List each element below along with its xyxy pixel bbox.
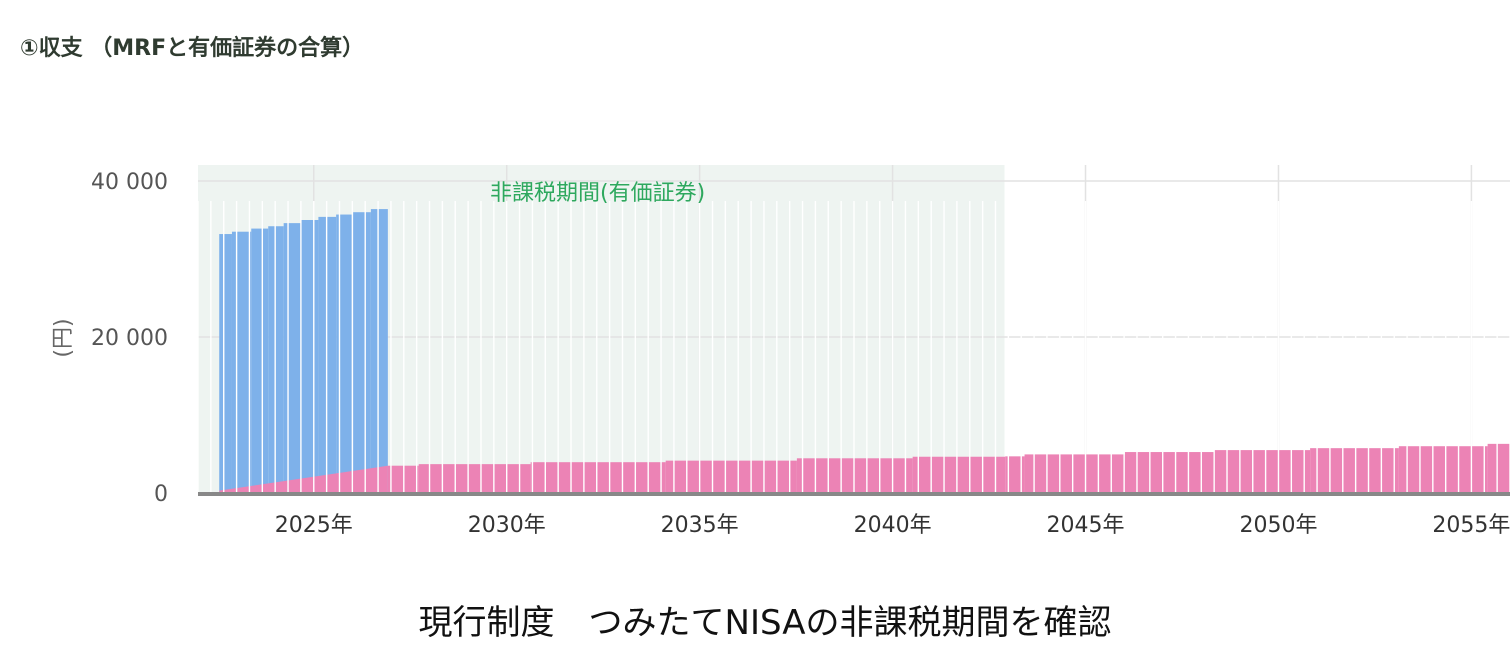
x-tick-label: 2040年: [854, 513, 932, 538]
bars: [197, 201, 1510, 494]
y-axis-label: (円): [51, 318, 76, 357]
bar-pink: [796, 458, 913, 493]
nontaxable-period-label: 非課税期間(有価証券): [490, 181, 705, 206]
y-tick-label: 0: [154, 482, 168, 507]
caption: 現行制度 つみたてNISAの非課税期間を確認: [418, 603, 1112, 643]
x-tick-label: 2050年: [1239, 513, 1317, 538]
bar-pink: [665, 460, 767, 493]
bar-blue: [219, 234, 232, 494]
bar-pink: [1124, 452, 1214, 493]
x-axis-ticks: 2025年 2030年 2035年 2040年 2045年 2050年 2055年: [275, 513, 1510, 538]
bar-blue: [370, 209, 388, 493]
bar-pink: [1024, 454, 1125, 493]
bar-pink: [1310, 448, 1399, 493]
bar-blue: [336, 214, 354, 494]
y-tick-label: 40 000: [91, 170, 168, 195]
bar-blue: [283, 223, 302, 493]
bar-pink: [418, 464, 531, 493]
bar-blue: [268, 226, 284, 494]
x-tick-label: 2025年: [275, 513, 353, 538]
bar-pink: [530, 462, 666, 493]
x-tick-label: 2030年: [468, 513, 546, 538]
bar-blue: [251, 228, 269, 493]
bar-blue: [353, 212, 371, 493]
bar-pink: [1398, 446, 1488, 493]
bar-pink: [912, 456, 1006, 493]
bar-pink: [1213, 450, 1311, 493]
bar-blue: [301, 220, 319, 493]
y-tick-label: 20 000: [91, 326, 168, 351]
bar-pink: [1005, 456, 1025, 493]
bar-ramp-pink: [219, 465, 388, 493]
bar-pink: [1487, 443, 1510, 493]
x-tick-label: 2045年: [1047, 513, 1125, 538]
x-tick-label: 2035年: [661, 513, 739, 538]
bar-pink: [766, 460, 797, 493]
bar-blue: [231, 231, 252, 493]
x-tick-label: 2055年: [1432, 513, 1510, 538]
y-axis-ticks: 0 20 000 40 000: [91, 170, 168, 507]
chart-title: ①収支 （MRFと有価証券の合算）: [20, 36, 365, 61]
